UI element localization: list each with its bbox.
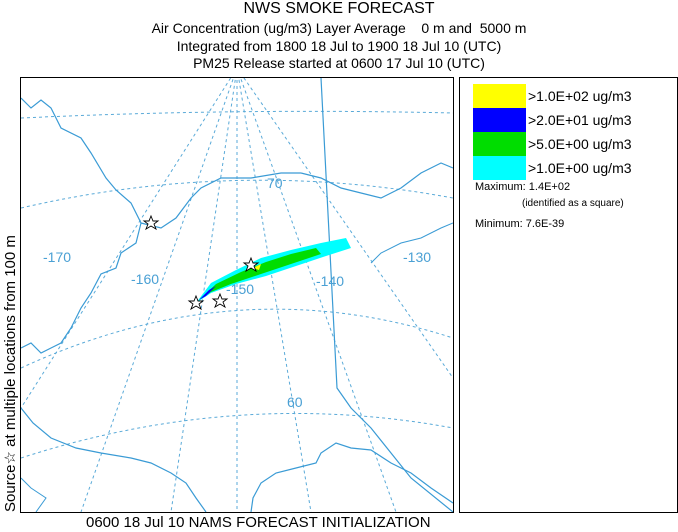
star-outline-icon xyxy=(187,294,205,311)
plume-green xyxy=(199,248,321,300)
land-coastline xyxy=(21,477,47,512)
plume-cyan xyxy=(196,238,351,303)
lon-label-140: -140 xyxy=(316,273,344,289)
legend-swatch-green xyxy=(473,132,526,156)
plume-blue xyxy=(199,286,216,300)
smoke-plume xyxy=(196,238,351,303)
forecast-title: NWS SMOKE FORECAST xyxy=(243,0,435,17)
latitude-gridlines xyxy=(21,110,453,459)
legend-swatch-blue xyxy=(473,108,526,132)
legend-label: >2.0E+01 ug/m3 xyxy=(528,112,632,128)
star-outline-icon xyxy=(211,292,229,309)
legend-item: >5.0E+00 ug/m3 xyxy=(473,132,673,156)
map-panel[interactable]: -170 -160 -150 -140 -130 70 60 xyxy=(20,77,454,513)
island-coastline xyxy=(370,222,453,264)
legend-swatch-yellow xyxy=(473,84,526,108)
border-line xyxy=(320,78,453,512)
legend-item: >2.0E+01 ug/m3 xyxy=(473,108,673,132)
source-location-label: Source☆ at multiple locations from 100 m xyxy=(2,235,19,512)
coastline xyxy=(21,97,453,512)
lon-label-170: -170 xyxy=(43,249,71,265)
lat-label-70: 70 xyxy=(267,175,283,191)
legend-label: >1.0E+00 ug/m3 xyxy=(528,160,632,176)
lon-label-130: -130 xyxy=(403,249,431,265)
legend-panel: >1.0E+02 ug/m3 >2.0E+01 ug/m3 >5.0E+00 u… xyxy=(459,77,678,513)
maximum-value: Maximum: 1.4E+02 xyxy=(475,181,571,193)
legend-label: >1.0E+02 ug/m3 xyxy=(528,88,632,104)
legend-item: >1.0E+00 ug/m3 xyxy=(473,156,673,180)
longitude-gridlines xyxy=(21,78,453,512)
maximum-note: (identified as a square) xyxy=(522,198,624,209)
legend-swatch-cyan xyxy=(473,156,526,180)
legend-label: >5.0E+00 ug/m3 xyxy=(528,136,632,152)
integration-period: Integrated from 1800 18 Jul to 1900 18 J… xyxy=(176,38,502,54)
lon-label-160: -160 xyxy=(131,271,159,287)
initialization-label: 0600 18 Jul 10 NAMS FORECAST INITIALIZAT… xyxy=(86,514,431,531)
star-outline-icon xyxy=(142,214,160,231)
minimum-value: Minimum: 7.6E-39 xyxy=(475,218,565,230)
release-start: PM25 Release started at 0600 17 Jul 10 (… xyxy=(193,55,485,71)
star-outline-icon xyxy=(242,256,260,273)
lat-label-60: 60 xyxy=(287,394,303,410)
legend-item: >1.0E+02 ug/m3 xyxy=(473,84,673,108)
concentration-subtitle: Air Concentration (ug/m3) Layer Average … xyxy=(151,20,527,36)
source-markers xyxy=(142,214,260,311)
alaska-map: -170 -160 -150 -140 -130 70 60 xyxy=(21,78,453,512)
